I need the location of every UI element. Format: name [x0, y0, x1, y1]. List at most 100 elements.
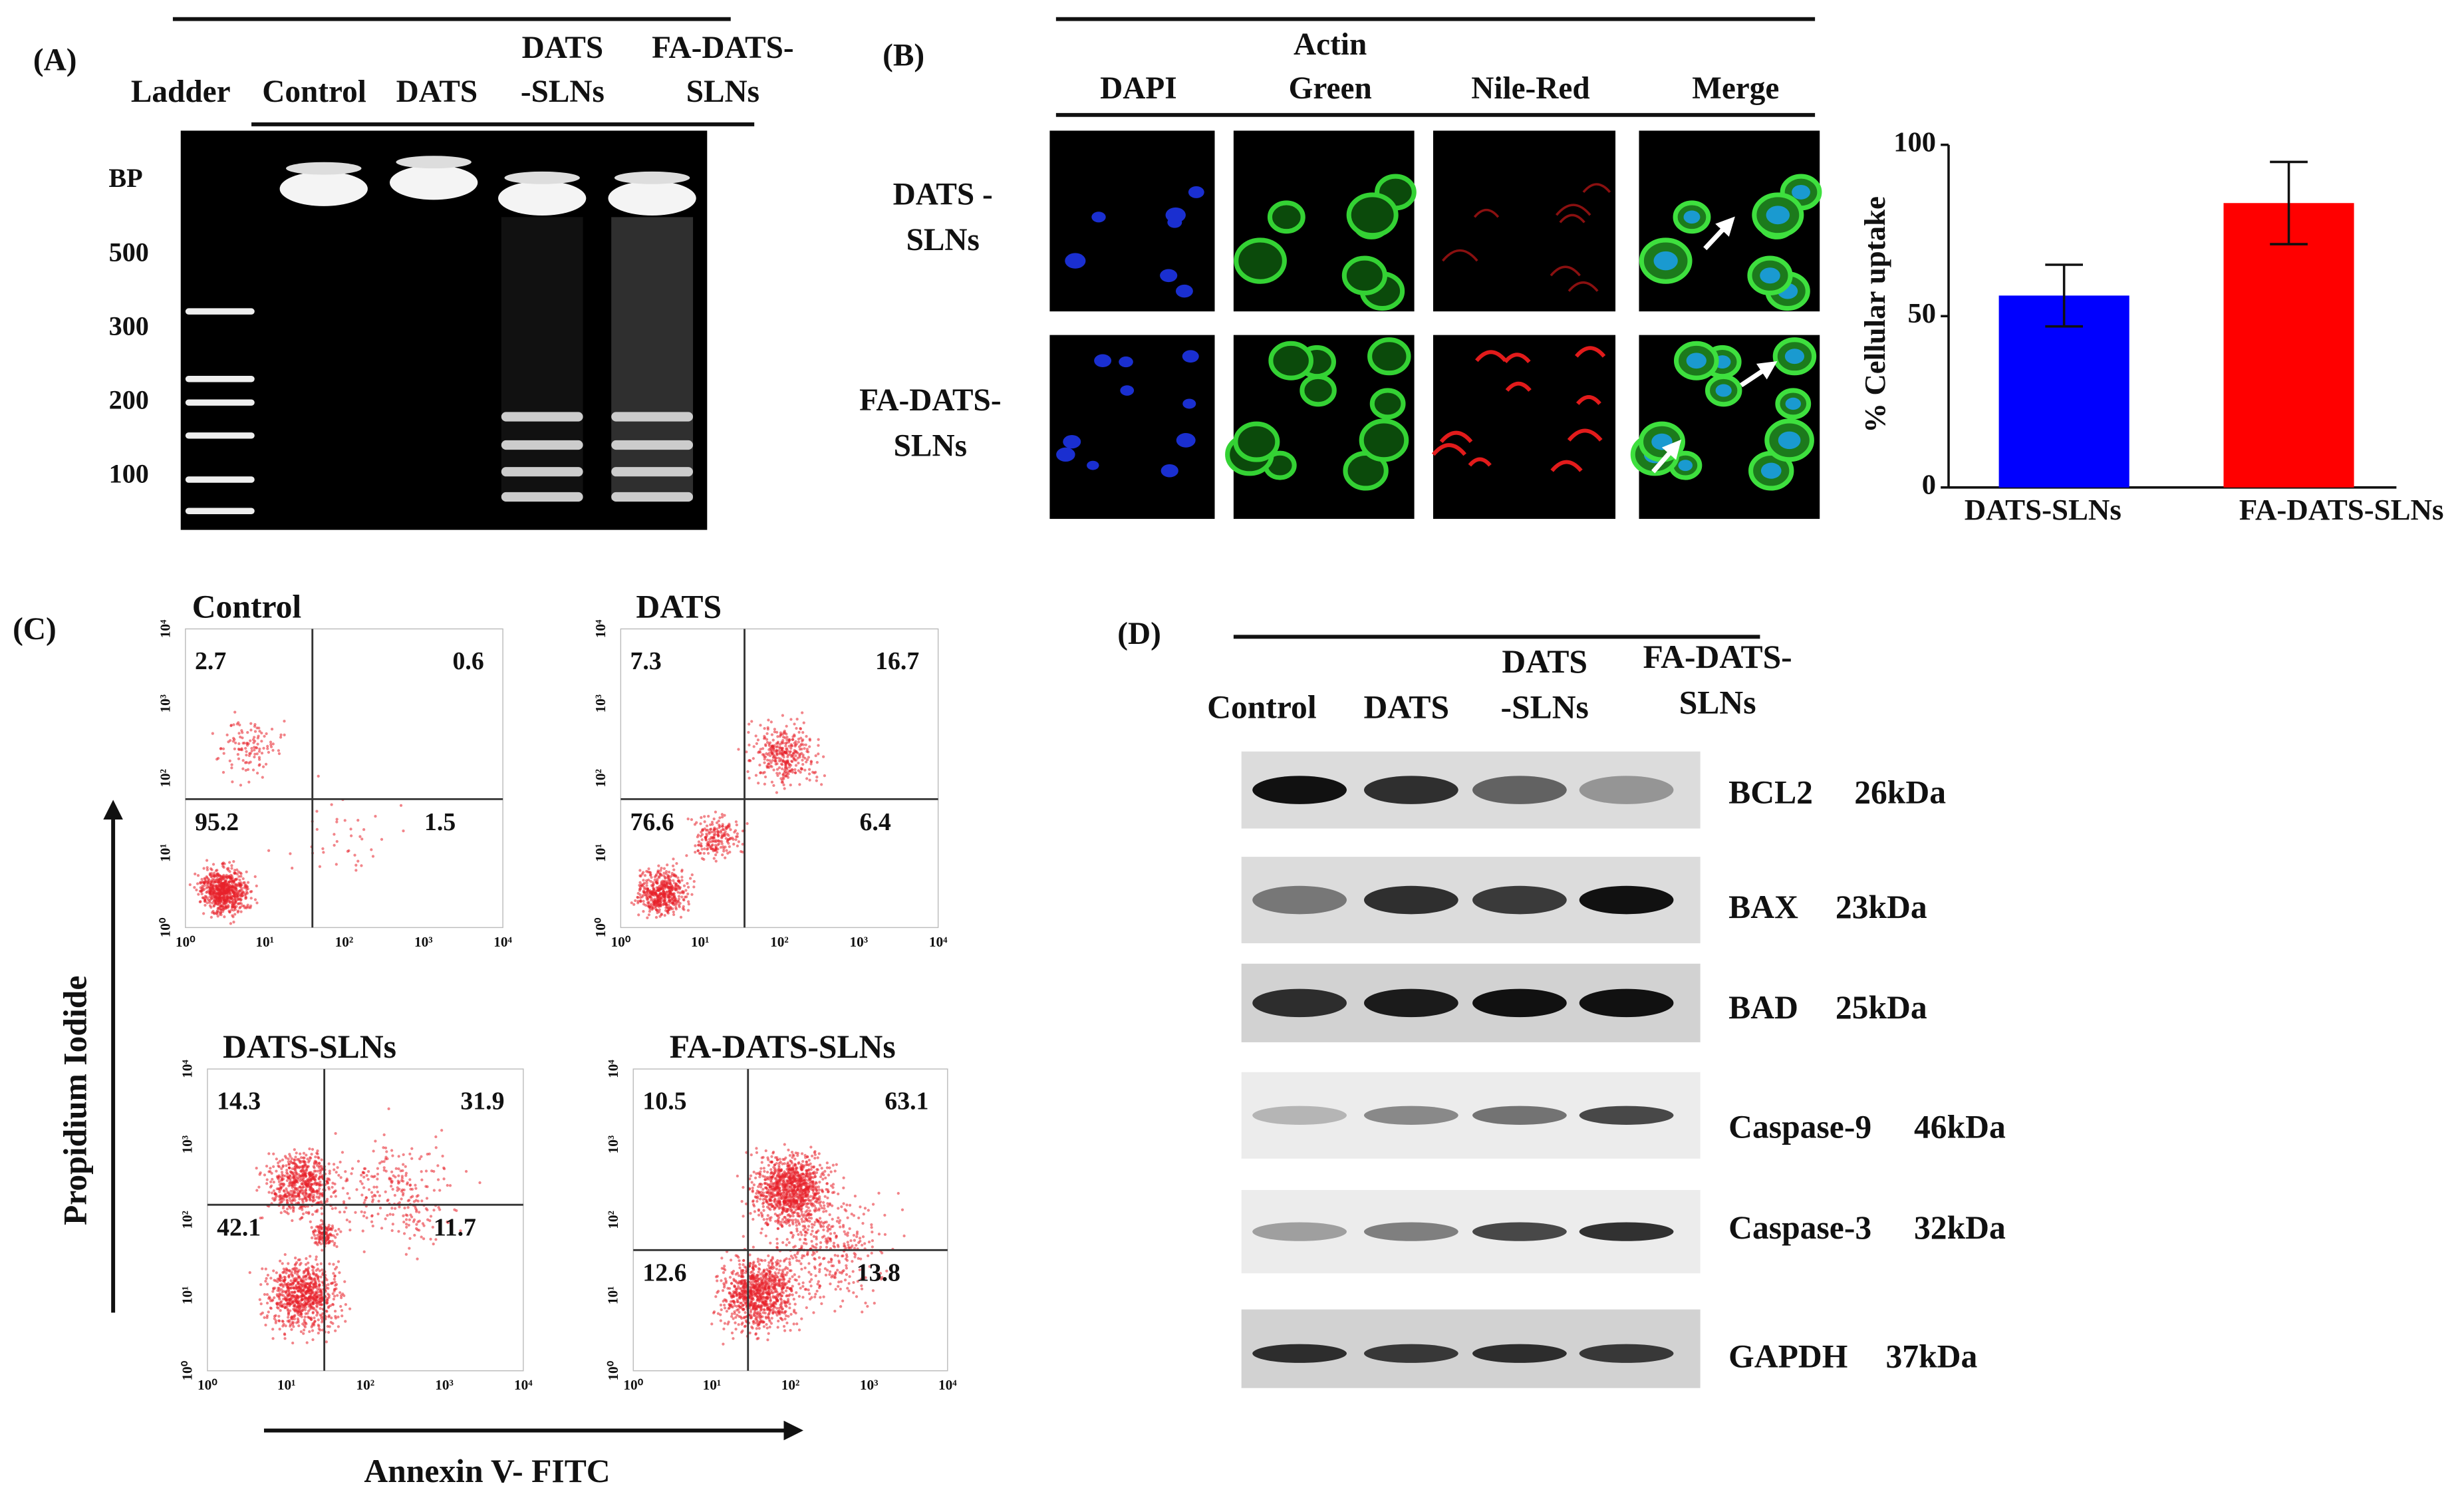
event-dot — [257, 750, 261, 753]
event-dot — [339, 1160, 342, 1164]
event-dot — [235, 892, 239, 895]
event-dot — [699, 851, 702, 855]
event-dot — [809, 1175, 813, 1179]
event-dot — [809, 1199, 813, 1203]
event-dot — [725, 849, 728, 852]
event-dot — [319, 1262, 323, 1265]
event-dot — [392, 1174, 395, 1177]
event-dot — [234, 900, 237, 903]
event-dot — [807, 772, 811, 776]
event-dot — [343, 1280, 346, 1283]
event-dot — [775, 762, 779, 766]
event-dot — [404, 1213, 408, 1217]
event-dot — [257, 726, 261, 730]
event-dot — [736, 1174, 739, 1178]
event-dot — [283, 1253, 287, 1257]
event-dot — [791, 735, 795, 738]
event-dot — [702, 851, 706, 855]
event-dot — [275, 1175, 279, 1178]
event-dot — [230, 864, 233, 867]
event-dot — [394, 1167, 398, 1170]
event-dot — [753, 1210, 757, 1213]
event-dot — [372, 1185, 376, 1189]
event-dot — [408, 1199, 411, 1202]
event-dot — [255, 1189, 259, 1192]
event-dot — [656, 911, 659, 915]
event-dot — [350, 1167, 354, 1170]
event-dot — [783, 1196, 786, 1199]
event-dot — [280, 1194, 283, 1198]
event-dot — [712, 833, 716, 836]
lane-label: Control — [262, 75, 366, 109]
event-dot — [241, 877, 245, 881]
event-dot — [788, 1179, 792, 1182]
event-dot — [319, 1275, 323, 1278]
event-dot — [647, 913, 651, 917]
event-dot — [801, 743, 805, 746]
event-dot — [717, 831, 720, 834]
event-dot — [200, 890, 203, 893]
event-dot — [318, 1231, 321, 1234]
event-dot — [244, 768, 247, 772]
event-dot — [831, 1186, 835, 1189]
event-dot — [329, 1240, 332, 1243]
event-dot — [340, 1308, 344, 1312]
event-dot — [664, 869, 668, 873]
event-dot — [316, 1181, 320, 1185]
event-dot — [734, 820, 738, 823]
event-dot — [309, 1292, 313, 1296]
event-dot — [408, 1178, 412, 1181]
event-dot — [227, 899, 231, 903]
event-dot — [332, 1263, 335, 1266]
event-dot — [311, 1200, 315, 1203]
event-dot — [275, 1271, 278, 1274]
event-dot — [722, 845, 725, 849]
event-dot — [781, 735, 785, 739]
event-dot — [645, 881, 648, 885]
event-dot — [221, 747, 225, 750]
event-dot — [333, 843, 336, 847]
event-dot — [285, 1164, 288, 1167]
event-dot — [315, 1301, 319, 1304]
event-dot — [390, 1170, 394, 1173]
event-dot — [233, 871, 237, 875]
event-dot — [638, 869, 642, 872]
actin — [1268, 341, 1313, 380]
event-dot — [290, 1270, 293, 1274]
scatter-plot — [620, 628, 939, 929]
event-dot — [278, 1190, 281, 1193]
event-dot — [310, 1226, 313, 1229]
event-dot — [807, 1175, 810, 1178]
event-dot — [332, 1297, 336, 1301]
event-dot — [790, 755, 793, 758]
event-dot — [237, 875, 241, 878]
event-dot — [706, 828, 710, 832]
event-dot — [233, 885, 237, 889]
event-dot — [229, 724, 233, 727]
event-dot — [284, 1324, 287, 1328]
event-dot — [464, 1169, 468, 1173]
event-dot — [283, 1189, 286, 1193]
event-dot — [291, 1205, 295, 1209]
event-dot — [778, 1213, 781, 1217]
event-dot — [763, 775, 767, 779]
event-dot — [759, 771, 762, 775]
event-dot — [636, 891, 640, 895]
event-dot — [334, 1284, 337, 1287]
event-dot — [815, 761, 819, 764]
event-dot — [674, 887, 677, 891]
event-dot — [360, 864, 363, 867]
event-dot — [315, 1195, 319, 1199]
lipid-stain — [1475, 350, 1507, 363]
event-dot — [274, 1319, 278, 1322]
event-dot — [315, 1273, 319, 1276]
event-dot — [805, 734, 808, 738]
event-dot — [715, 827, 719, 831]
event-dot — [293, 1168, 297, 1171]
y-tick-label: 10⁴ — [179, 1060, 195, 1078]
event-dot — [785, 762, 788, 765]
event-dot — [774, 760, 777, 763]
event-dot — [761, 1198, 765, 1201]
event-dot — [295, 1173, 298, 1177]
event-dot — [669, 891, 673, 895]
